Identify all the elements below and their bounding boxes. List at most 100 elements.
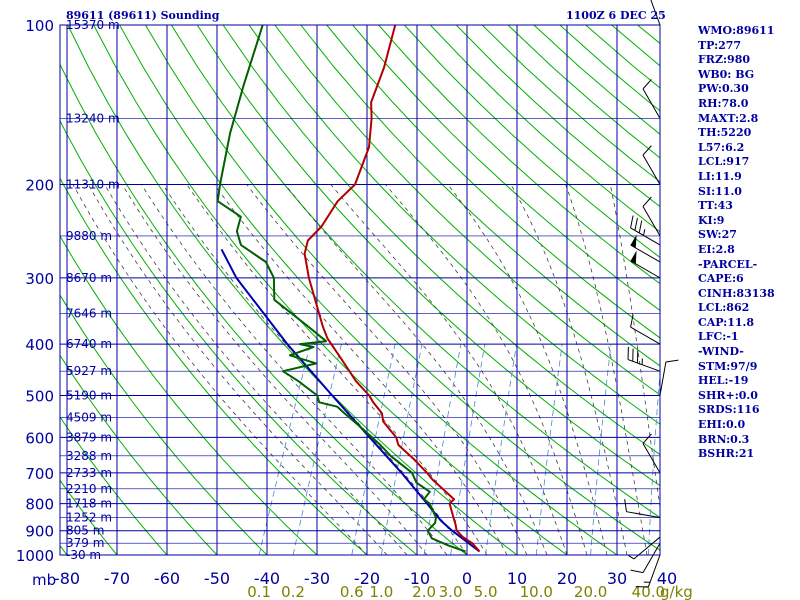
height-label: 2733 m [66, 466, 112, 480]
pressure-axis-label: mb [32, 571, 56, 589]
parameter-item: CINH:83138 [698, 286, 775, 300]
pressure-tick-label: 800 [25, 496, 54, 514]
parameter-item: CAPE:6 [698, 272, 744, 286]
parameter-item: TT:43 [698, 199, 733, 213]
wind-barb [630, 314, 661, 345]
temperature-tick-label: -40 [254, 569, 280, 588]
height-label: 379 m [66, 536, 104, 550]
height-label: 11310 m [66, 178, 120, 192]
mixing-ratio-tick-label: 20.0 [574, 583, 607, 600]
dry-adiabat [170, 25, 660, 519]
plot-frame [59, 24, 661, 556]
parameter-item: TH:5220 [698, 126, 752, 140]
temperature-tick-label: 20 [557, 569, 577, 588]
parameter-item: CAP:11.8 [698, 315, 755, 329]
moist-adiabat [609, 184, 660, 511]
temperature-tick-label: -60 [154, 569, 180, 588]
mixing-ratio-tick-label: 10.0 [520, 583, 553, 600]
moist-adiabat [565, 184, 648, 555]
wind-barb [630, 250, 661, 279]
mixing-ratio-tick-label: 1.0 [369, 583, 393, 600]
parameter-item: SI:11.0 [698, 184, 742, 198]
temperature-tick-label: 10 [507, 569, 527, 588]
parameter-item: LI:11.9 [698, 169, 742, 183]
pressure-axis-labels: 100 200 300 400 500 600 700 800 900 1000 mb [16, 17, 56, 589]
parameter-item: -PARCEL- [698, 257, 758, 271]
height-label: 5190 m [66, 388, 112, 402]
parameter-item: RH:78.0 [698, 96, 749, 110]
moist-adiabat [104, 184, 408, 555]
parameter-item: PW:0.30 [698, 82, 749, 96]
temperature-tick-label: -50 [204, 569, 230, 588]
wind-barb [642, 196, 661, 237]
temperature-tick-label: 30 [607, 569, 627, 588]
wind-barb [650, 0, 661, 26]
wind-barb [630, 215, 661, 246]
isobar-grid [60, 24, 660, 556]
pressure-tick-label: 500 [25, 387, 54, 405]
parameter-item: SW:27 [698, 228, 737, 242]
parameter-item: STM:97/9 [698, 359, 758, 373]
dry-adiabats [60, 25, 660, 555]
height-label: 805 m [66, 524, 104, 538]
wind-barbs [624, 0, 679, 588]
height-label: 1718 m [66, 497, 112, 511]
pressure-tick-label: 300 [25, 270, 54, 288]
temperature-tick-label: -30 [304, 569, 330, 588]
wind-barb [642, 145, 661, 185]
parcel-trace [220, 248, 481, 553]
temperature-tick-label: -80 [54, 569, 80, 588]
parameter-item: EHI:0.0 [698, 418, 746, 432]
mixing-ratio-tick-label: 5.0 [474, 583, 498, 600]
height-label: 4509 m [66, 410, 112, 424]
sounding-traces [216, 25, 481, 553]
pressure-tick-label: 100 [25, 17, 54, 35]
parameter-item: LFC:-1 [698, 330, 739, 344]
parameter-item: MAXT:2.8 [698, 111, 759, 125]
temperature-axis-labels: -80 -70 -60 -50 -40 -30 -20 -10 0 10 20 30 40 [54, 569, 677, 588]
sounding-parameters: WMO:89611 TP:277 FRZ:980 WB0: BG PW:0.30 RH:7… [698, 24, 798, 462]
moist-adiabat [214, 184, 508, 555]
height-label: 5927 m [66, 364, 112, 378]
parameter-item: WB0: BG [698, 67, 755, 81]
pressure-tick-label: 600 [25, 429, 54, 447]
pressure-tick-label: 900 [25, 523, 54, 541]
parameter-item: HEL:-19 [698, 374, 749, 388]
height-label: 9880 m [66, 229, 112, 243]
moist-adiabat [330, 184, 568, 555]
temperature-trace [303, 25, 481, 553]
sounding-datetime: 1100Z 6 DEC 25 [566, 9, 666, 22]
wind-barb [630, 542, 661, 574]
temperature-tick-label: -70 [104, 569, 130, 588]
moist-adiabats [72, 184, 660, 555]
parameter-item: BRN:0.3 [698, 432, 750, 446]
temperature-tick-label: 40 [657, 569, 677, 588]
isotherm-grid [66, 25, 618, 555]
mixing-ratio-line [381, 344, 423, 555]
wind-barb [635, 554, 661, 588]
wind-barb [642, 433, 661, 474]
parameter-item: L57:6.2 [698, 140, 745, 154]
temperature-tick-label: -20 [354, 569, 380, 588]
height-label: 13240 m [66, 111, 120, 125]
wind-barb [630, 234, 661, 263]
height-label: 3879 m [66, 430, 112, 444]
height-label: 6740 m [66, 337, 112, 351]
moist-adiabat [121, 184, 428, 555]
mixing-ratio-tick-label: 0.2 [281, 583, 305, 600]
height-label: 8670 m [66, 271, 112, 285]
mixing-ratio-tick-label: 0.1 [247, 583, 271, 600]
pressure-tick-label: 200 [25, 177, 54, 195]
mixing-ratio-labels: 0.1 0.2 0.6 1.0 2.0 3.0 5.0 10.0 20.0 40.0g/kg [247, 583, 693, 600]
dry-adiabat [67, 25, 518, 555]
parameter-item: SHR+:0.0 [698, 388, 758, 402]
temperature-tick-label: -10 [404, 569, 430, 588]
moist-adiabat [162, 184, 468, 555]
parameter-item: BSHR:21 [698, 447, 755, 461]
height-label: 2210 m [66, 482, 112, 496]
parameter-item: EI:2.8 [698, 242, 735, 256]
parameter-item: WMO:89611 [698, 24, 775, 37]
moist-adiabat [385, 184, 588, 555]
mixing-ratio-unit-label: g/kg [660, 583, 693, 600]
mixing-ratio-tick-label: 3.0 [439, 583, 463, 600]
